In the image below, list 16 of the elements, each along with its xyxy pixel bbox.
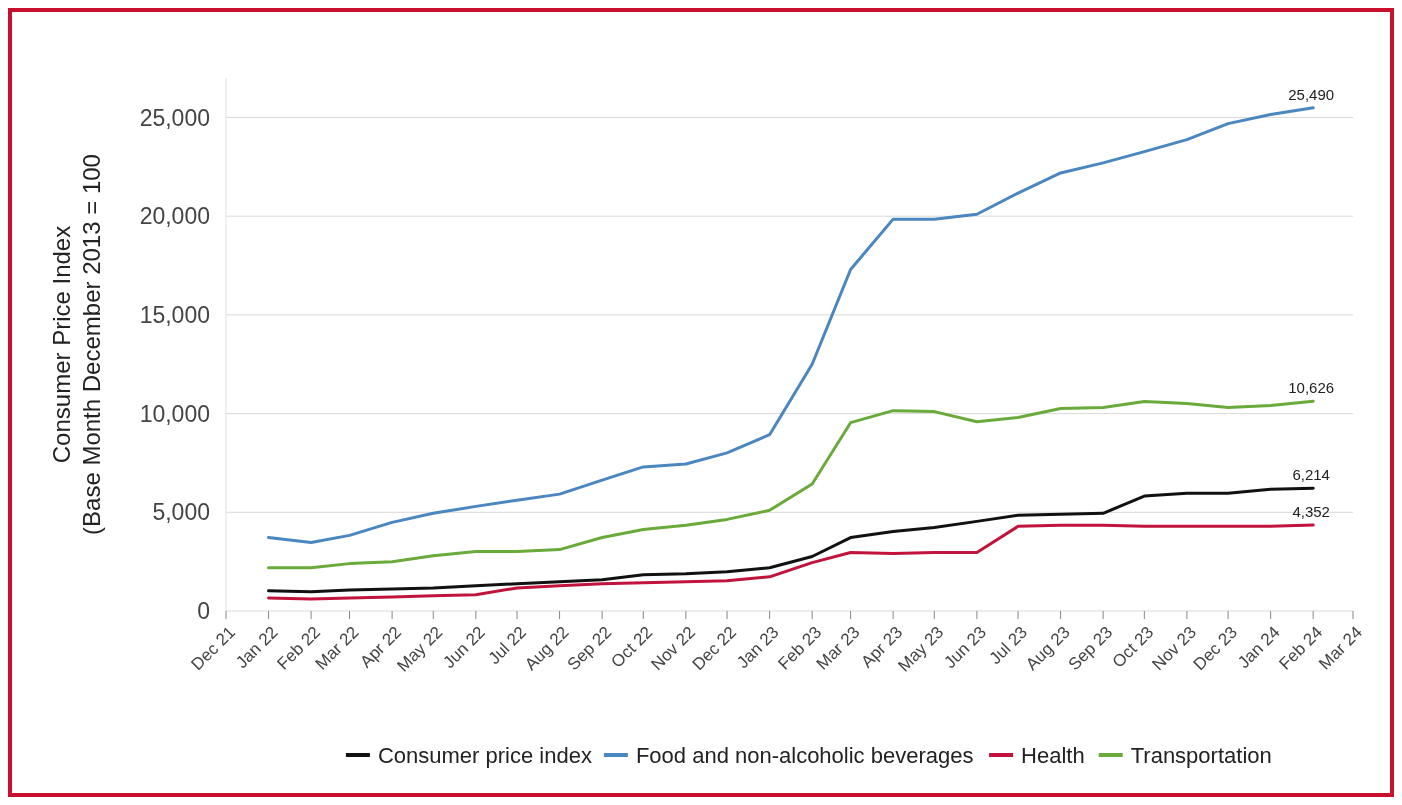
data-label: 6,214 [1292,466,1330,484]
data-label: 25,490 [1288,85,1335,103]
data-label: 4,352 [1292,503,1330,521]
legend-label: Transportation [1130,742,1272,768]
y-tick-label: 15,000 [139,301,210,328]
y-tick-label: 10,000 [139,400,210,427]
line-series [267,523,1315,601]
data-label: 10,626 [1288,379,1335,397]
y-tick-label: 0 [197,598,210,625]
y-axis-title: Consumer Price Index (Base Month December 2013 = 100 [48,154,105,535]
y-tick-label: 25,000 [139,104,210,131]
legend-label: Food and non-alcoholic beverages [635,742,974,768]
legend-label: Consumer price index [377,742,592,768]
y-tick-label: 5,000 [152,499,210,526]
y-tick-label: 20,000 [139,203,210,230]
legend-label: Health [1021,742,1085,768]
